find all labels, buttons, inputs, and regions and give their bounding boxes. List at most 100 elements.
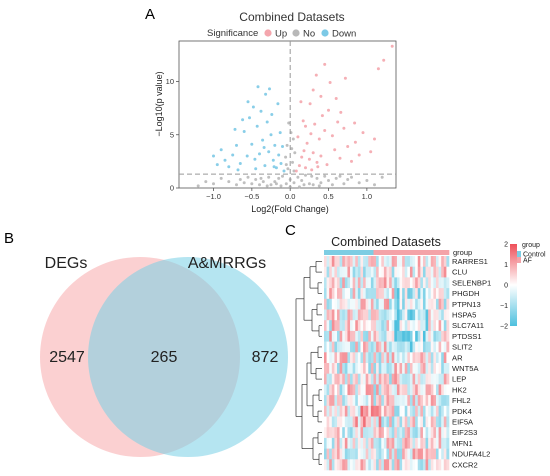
heatmap-cell bbox=[381, 352, 385, 364]
heatmap-cell bbox=[334, 288, 338, 300]
heatmap-cell bbox=[360, 298, 364, 310]
heatmap-cell bbox=[394, 309, 398, 321]
heatmap-cell bbox=[376, 341, 379, 353]
heatmap-cell bbox=[430, 373, 434, 385]
heatmap-cell bbox=[326, 266, 330, 278]
heatmap-cell bbox=[329, 277, 333, 289]
heatmap-cell bbox=[415, 363, 419, 374]
heatmap-cell bbox=[363, 459, 366, 471]
heatmap-cell bbox=[339, 330, 343, 342]
heatmap-cell bbox=[441, 427, 445, 439]
heatmap-cell bbox=[409, 352, 413, 364]
heatmap-cell bbox=[430, 330, 434, 342]
heatmap-cell bbox=[420, 341, 424, 353]
heatmap-row-dendrogram bbox=[295, 261, 322, 465]
heatmap-cell bbox=[376, 448, 379, 460]
heatmap-cell bbox=[420, 395, 424, 407]
heatmap-cell bbox=[352, 448, 356, 460]
heatmap-cell bbox=[373, 448, 377, 460]
heatmap-cell bbox=[441, 448, 445, 460]
heatmap-cell bbox=[365, 395, 369, 407]
heatmap-cell bbox=[342, 416, 346, 428]
heatmap-cell bbox=[350, 277, 353, 289]
heatmap-cell bbox=[347, 395, 351, 407]
heatmap-cell bbox=[391, 416, 395, 428]
heatmap-cell bbox=[396, 405, 400, 417]
heatmap-color-scale-tick-label: 0 bbox=[504, 282, 508, 289]
heatmap-cell bbox=[342, 395, 346, 407]
heatmap-cell bbox=[402, 277, 406, 289]
heatmap-cell bbox=[430, 427, 434, 439]
volcano-point-no bbox=[242, 181, 246, 185]
heatmap-cell bbox=[433, 427, 437, 439]
heatmap-cell bbox=[363, 373, 366, 385]
heatmap-cell bbox=[329, 448, 333, 460]
volcano-point-up bbox=[353, 140, 357, 144]
heatmap-cell bbox=[350, 309, 353, 321]
heatmap-cell bbox=[381, 416, 385, 428]
volcano-point-up bbox=[330, 134, 334, 138]
heatmap-cell bbox=[446, 341, 450, 353]
heatmap-cell bbox=[435, 384, 439, 396]
heatmap-cell bbox=[412, 363, 416, 374]
heatmap-cell bbox=[409, 277, 413, 289]
heatmap-cell bbox=[344, 352, 348, 364]
heatmap-cell bbox=[402, 266, 406, 278]
heatmap-cell bbox=[433, 277, 437, 289]
heatmap-cell bbox=[404, 352, 408, 364]
heatmap-cell bbox=[324, 395, 327, 407]
heatmap-cell bbox=[399, 277, 403, 289]
heatmap-cell bbox=[324, 288, 327, 300]
heatmap-cell bbox=[415, 341, 419, 353]
heatmap-cell bbox=[407, 298, 411, 310]
heatmap-cell bbox=[355, 288, 359, 300]
heatmap-cell bbox=[329, 416, 333, 428]
heatmap-cell bbox=[365, 330, 369, 342]
heatmap-cell bbox=[399, 437, 403, 449]
heatmap-gene-label: PTDSS1 bbox=[452, 332, 482, 341]
heatmap-cell bbox=[402, 320, 406, 332]
heatmap-cell bbox=[368, 395, 372, 407]
heatmap-cell bbox=[357, 395, 361, 407]
heatmap-cell bbox=[378, 448, 382, 460]
heatmap-gene-label: HSPA5 bbox=[452, 311, 476, 320]
heatmap-gene-label: PTPN13 bbox=[452, 300, 481, 309]
panel-b: B DEGs A&MRRGs 2547 265 872 bbox=[4, 230, 288, 457]
heatmap-cell bbox=[433, 459, 437, 471]
volcano-point-up bbox=[304, 166, 307, 170]
heatmap-cell bbox=[443, 416, 447, 428]
heatmap-cell bbox=[337, 384, 340, 396]
volcano-point-up bbox=[319, 94, 323, 98]
heatmap-cell bbox=[407, 309, 411, 321]
heatmap-cell bbox=[389, 448, 392, 460]
heatmap-cell bbox=[412, 288, 416, 300]
heatmap-cell bbox=[407, 341, 411, 353]
volcano-point-down bbox=[265, 120, 269, 124]
volcano-point-down bbox=[271, 158, 275, 162]
heatmap-cell bbox=[396, 459, 400, 471]
heatmap-cell bbox=[360, 459, 364, 471]
heatmap-cell bbox=[324, 298, 327, 310]
heatmap-cell bbox=[355, 459, 359, 471]
volcano-point-no bbox=[261, 180, 265, 184]
venn-count-intersection: 265 bbox=[151, 349, 178, 366]
heatmap-cell bbox=[355, 277, 359, 289]
heatmap-cell bbox=[355, 448, 359, 460]
heatmap-cell bbox=[365, 384, 369, 396]
heatmap-cell bbox=[329, 256, 333, 267]
heatmap-cell bbox=[365, 309, 369, 321]
heatmap-cell bbox=[394, 363, 398, 374]
heatmap-cell bbox=[357, 298, 361, 310]
heatmap-cell bbox=[386, 384, 390, 396]
heatmap-cell bbox=[326, 341, 330, 353]
heatmap-cell bbox=[324, 330, 327, 342]
heatmap-cell bbox=[357, 266, 361, 278]
heatmap-cell bbox=[386, 266, 390, 278]
volcano-point-up bbox=[311, 151, 315, 155]
heatmap-cell bbox=[404, 416, 408, 428]
volcano-point-down bbox=[212, 154, 215, 158]
heatmap-cell bbox=[389, 352, 392, 364]
heatmap-cell bbox=[396, 373, 400, 385]
heatmap-cell bbox=[389, 416, 392, 428]
volcano-point-down bbox=[215, 163, 219, 167]
